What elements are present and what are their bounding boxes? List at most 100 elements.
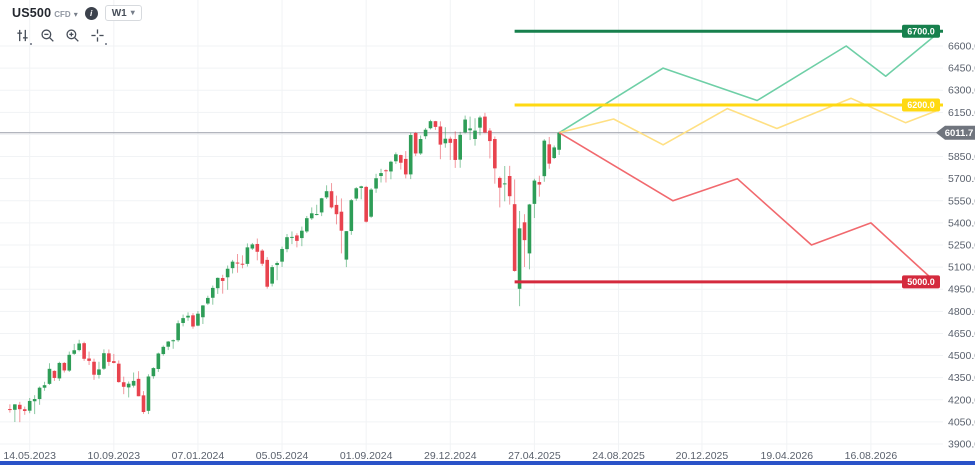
dropdown-dot-icon (30, 43, 32, 45)
candlestick (413, 132, 418, 154)
candlestick (92, 361, 96, 375)
date-axis-label: 19.04.2026 (760, 450, 813, 462)
candlestick (37, 387, 42, 400)
projection-line-bearish[interactable] (558, 132, 936, 283)
date-axis-label: 07.01.2024 (172, 450, 225, 462)
price-axis-label: 4500.0 (948, 350, 975, 362)
candlestick (270, 267, 274, 284)
candlestick (121, 382, 126, 387)
timeframe-label: W1 (111, 7, 127, 19)
level-price-badge: 6700.0 (902, 24, 940, 38)
candlestick (191, 315, 195, 327)
candlestick (339, 211, 344, 231)
candlestick (314, 214, 319, 216)
candlestick (344, 231, 349, 260)
date-axis-label: 16.08.2026 (845, 450, 898, 462)
crosshair-icon (90, 29, 104, 42)
candlestick (389, 161, 393, 172)
candlestick (275, 262, 279, 266)
candlestick (334, 204, 339, 215)
price-axis-label: 5250.0 (948, 240, 975, 252)
chevron-down-icon: ▾ (73, 10, 78, 19)
candlestick (483, 116, 487, 133)
zoom-in-button[interactable] (64, 28, 80, 44)
candlestick (349, 200, 354, 231)
candlestick (473, 130, 477, 140)
candlestick (225, 268, 230, 278)
candlestick (428, 121, 433, 129)
candlestick (453, 139, 458, 160)
candlestick (17, 404, 22, 410)
candlestick (532, 180, 537, 204)
candlestick (67, 354, 72, 371)
candlestick (522, 222, 527, 241)
date-axis-label: 20.12.2025 (676, 450, 729, 462)
candlestick (181, 318, 185, 323)
candlestick (42, 385, 47, 388)
price-axis-label: 4200.0 (948, 394, 975, 406)
timeframe-select[interactable]: W1 ▾ (104, 5, 142, 21)
candlestick (156, 353, 161, 369)
symbol-button[interactable]: US500 CFD ▾ (12, 6, 78, 20)
candlestick (517, 228, 522, 289)
candlestick (309, 213, 314, 219)
candlestick (423, 129, 428, 137)
projection-line-sideways[interactable] (559, 97, 941, 146)
price-axis-label: 5550.0 (948, 195, 975, 207)
candlestick (32, 399, 37, 402)
candlestick (215, 277, 220, 289)
candlestick (171, 340, 175, 342)
candlestick (131, 380, 136, 386)
price-axis-label: 4800.0 (948, 306, 975, 318)
candlestick (146, 376, 151, 411)
crosshair-button[interactable] (89, 28, 107, 45)
candlestick (463, 119, 467, 133)
projection-line-bullish[interactable] (558, 30, 941, 134)
candlestick (141, 395, 146, 413)
candlestick (319, 198, 324, 213)
candlestick (329, 191, 334, 208)
price-axis-label: 5850.0 (948, 151, 975, 163)
chart-header-overlay: US500 CFD ▾ i W1 ▾ (12, 4, 142, 45)
zoom-out-button[interactable] (39, 28, 55, 44)
candlestick (87, 358, 91, 361)
price-axis-label: 4950.0 (948, 284, 975, 296)
candlestick (245, 247, 250, 264)
chart-settings-icon (16, 29, 28, 42)
candlestick (295, 235, 299, 241)
candlestick (22, 409, 27, 411)
candlestick (72, 350, 77, 354)
candles (8, 112, 561, 423)
candlestick (379, 173, 383, 177)
candlestick (547, 144, 552, 164)
candlestick (285, 237, 289, 250)
candlestick (497, 177, 502, 188)
candlestick (394, 154, 398, 162)
date-axis-label: 24.08.2025 (592, 450, 645, 462)
price-axis-label: 6450.0 (948, 63, 975, 75)
info-icon[interactable]: i (84, 6, 98, 20)
symbol-name: US500 (12, 6, 52, 20)
candlestick (255, 243, 260, 252)
date-axis-label: 05.05.2024 (256, 450, 309, 462)
price-axis-label: 4650.0 (948, 328, 975, 340)
candlestick (116, 363, 121, 383)
price-axis-label: 5400.0 (948, 217, 975, 229)
candlestick (102, 353, 106, 369)
candlestick (8, 409, 12, 411)
date-axis-label: 10.09.2023 (88, 450, 141, 462)
candlestick (418, 139, 423, 154)
candlestick (52, 370, 57, 378)
candlestick (304, 218, 309, 232)
candlestick (220, 278, 225, 281)
chart-settings-button[interactable] (14, 28, 32, 45)
candlestick (126, 383, 131, 388)
dropdown-dot-icon (105, 43, 107, 45)
date-axis-label: 27.04.2025 (508, 450, 561, 462)
candlestick (82, 343, 86, 359)
candlestick (290, 236, 294, 238)
chevron-down-icon: ▾ (130, 8, 135, 17)
price-axis-label: 6150.0 (948, 107, 975, 119)
